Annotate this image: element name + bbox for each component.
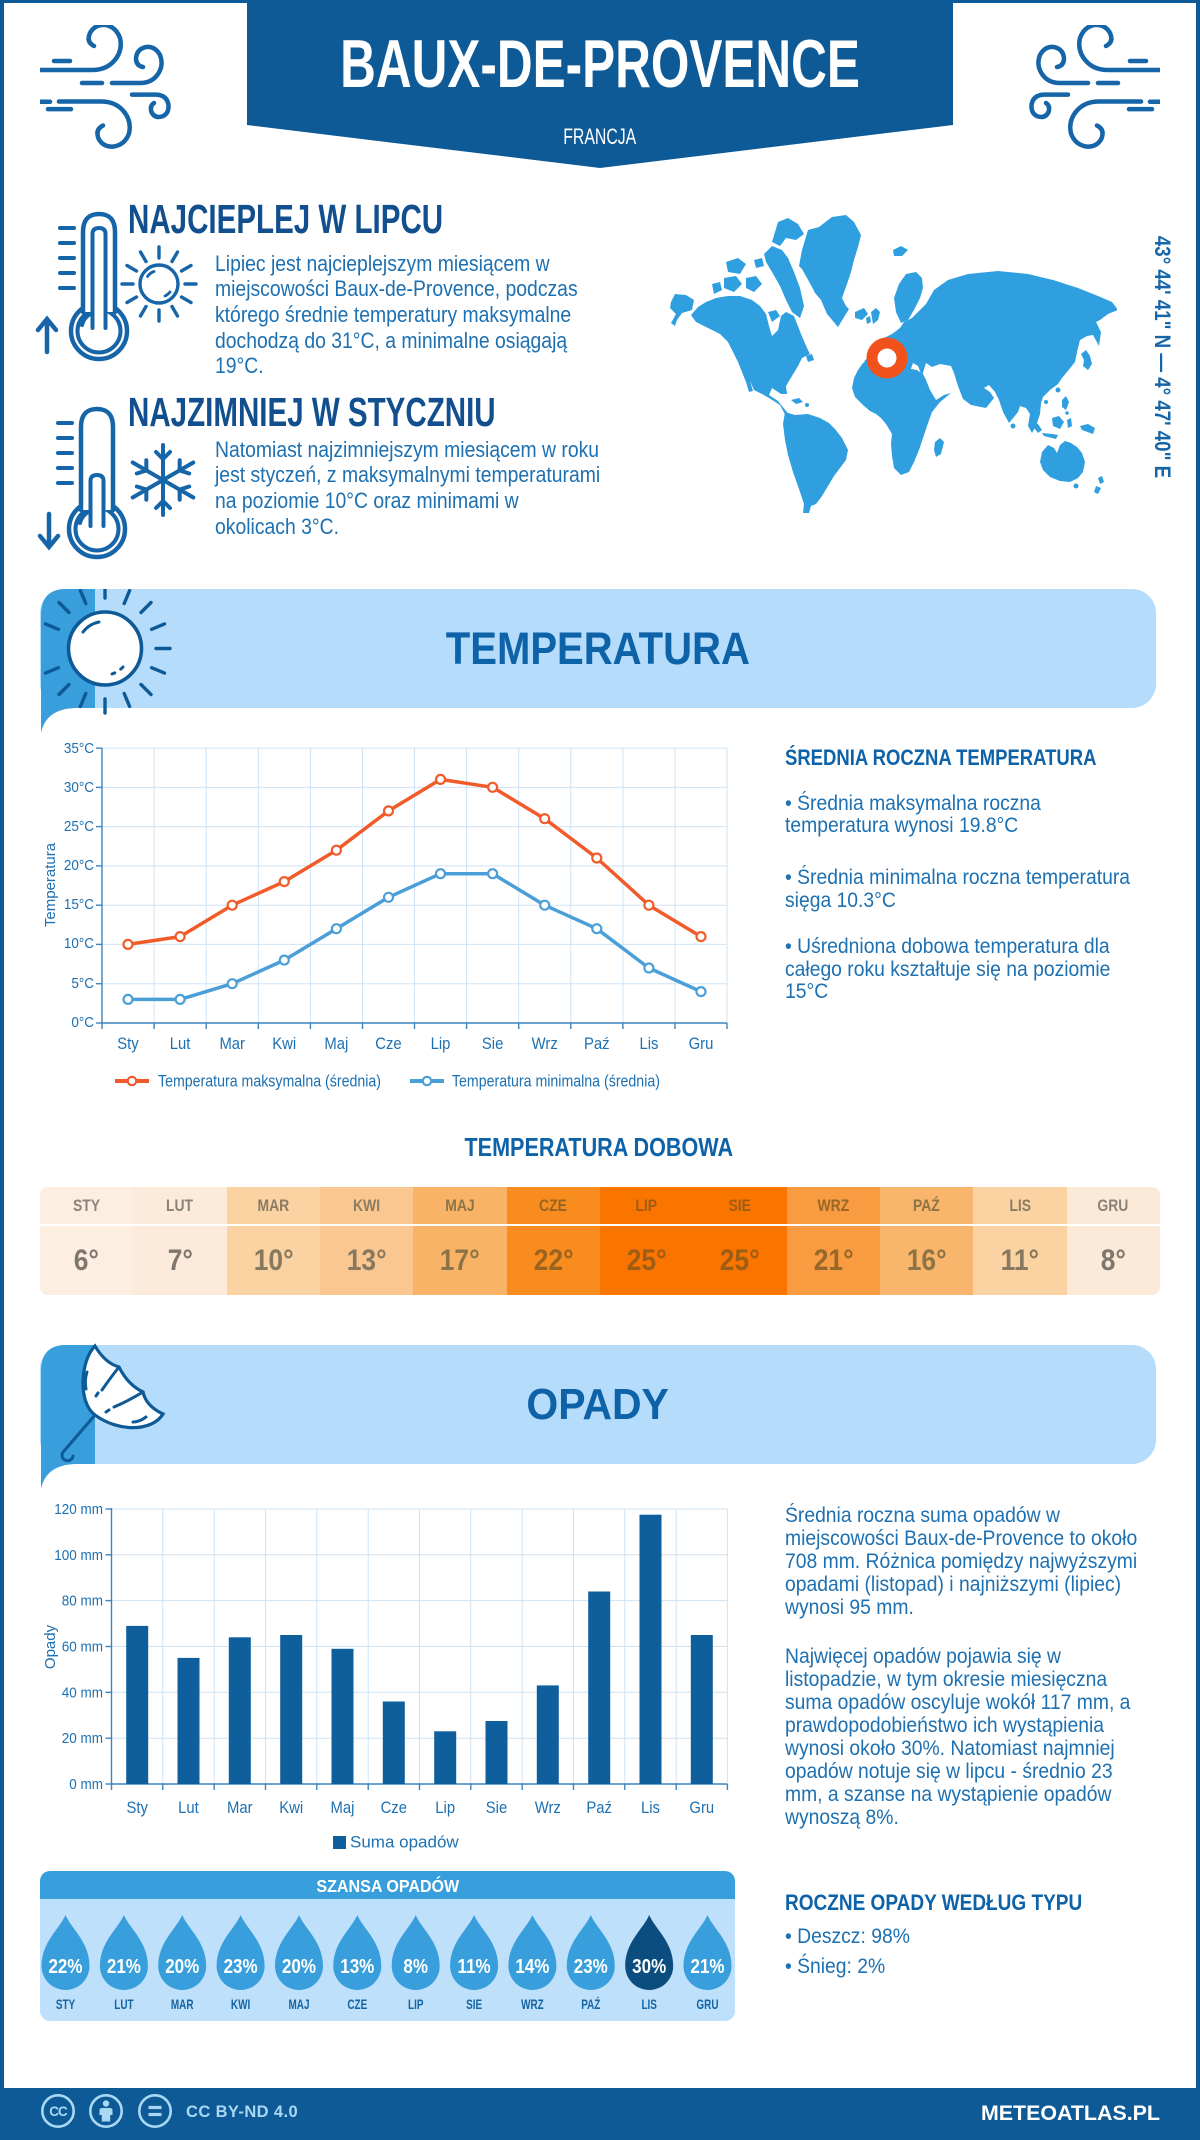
svg-text:20 mm: 20 mm [62, 1731, 103, 1748]
svg-text:14%: 14% [515, 1955, 549, 1978]
svg-text:CC: CC [49, 2104, 68, 2119]
svg-text:LIS: LIS [641, 1996, 656, 2012]
svg-text:WRZ: WRZ [521, 1996, 544, 2012]
svg-text:0°C: 0°C [71, 1014, 94, 1031]
svg-text:100 mm: 100 mm [54, 1547, 103, 1564]
svg-text:Temperatura minimalna (średnia: Temperatura minimalna (średnia) [452, 1073, 660, 1091]
svg-text:30%: 30% [632, 1955, 666, 1978]
svg-text:8%: 8% [403, 1955, 428, 1978]
svg-text:21%: 21% [691, 1955, 725, 1978]
svg-text:Lip: Lip [431, 1035, 451, 1053]
svg-text:Cze: Cze [375, 1035, 402, 1053]
svg-text:22%: 22% [48, 1955, 82, 1978]
svg-text:80 mm: 80 mm [62, 1593, 103, 1610]
svg-text:Cze: Cze [381, 1799, 408, 1817]
svg-text:0 mm: 0 mm [69, 1776, 103, 1793]
svg-text:Opady: Opady [42, 1624, 59, 1669]
svg-text:20%: 20% [282, 1955, 316, 1978]
svg-text:23%: 23% [224, 1955, 258, 1978]
svg-text:Temperatura: Temperatura [42, 842, 59, 927]
svg-text:Lut: Lut [178, 1799, 199, 1817]
svg-text:Gru: Gru [689, 1035, 714, 1053]
svg-text:Maj: Maj [331, 1799, 355, 1817]
svg-text:Kwi: Kwi [272, 1035, 296, 1053]
svg-text:Maj: Maj [324, 1035, 348, 1053]
svg-text:10°C: 10°C [64, 935, 94, 952]
svg-text:CZE: CZE [347, 1996, 367, 2012]
svg-text:40 mm: 40 mm [62, 1685, 103, 1702]
svg-text:Sie: Sie [486, 1799, 508, 1817]
svg-text:Temperatura maksymalna (średni: Temperatura maksymalna (średnia) [158, 1073, 381, 1091]
svg-text:Gru: Gru [689, 1799, 714, 1817]
svg-text:20%: 20% [165, 1955, 199, 1978]
svg-text:STY: STY [56, 1996, 75, 2012]
svg-text:MAJ: MAJ [289, 1996, 310, 2012]
svg-text:120 mm: 120 mm [54, 1501, 103, 1518]
svg-text:Lut: Lut [170, 1035, 191, 1053]
svg-text:Wrz: Wrz [532, 1035, 558, 1053]
svg-text:KWI: KWI [231, 1996, 250, 2012]
svg-text:Kwi: Kwi [279, 1799, 303, 1817]
svg-text:11%: 11% [458, 1955, 491, 1978]
svg-text:30°C: 30°C [64, 779, 94, 796]
svg-text:21%: 21% [107, 1955, 141, 1978]
svg-text:SIE: SIE [466, 1996, 482, 2012]
svg-text:60 mm: 60 mm [62, 1639, 103, 1656]
svg-text:Sty: Sty [126, 1799, 148, 1817]
svg-text:PAŹ: PAŹ [581, 1995, 601, 2012]
svg-text:23%: 23% [574, 1955, 608, 1978]
svg-text:Mar: Mar [227, 1799, 253, 1817]
svg-text:LUT: LUT [114, 1996, 134, 2012]
svg-text:Sty: Sty [117, 1035, 139, 1053]
svg-text:LIP: LIP [408, 1996, 423, 2012]
svg-text:Suma opadów: Suma opadów [350, 1833, 459, 1852]
svg-text:Lis: Lis [639, 1035, 658, 1053]
svg-text:Sie: Sie [482, 1035, 504, 1053]
svg-text:35°C: 35°C [64, 740, 94, 757]
svg-text:Lip: Lip [435, 1799, 455, 1817]
svg-text:5°C: 5°C [71, 975, 94, 992]
svg-text:15°C: 15°C [64, 896, 94, 913]
svg-text:Paź: Paź [584, 1035, 610, 1053]
svg-text:13%: 13% [340, 1955, 374, 1978]
svg-text:25°C: 25°C [64, 818, 94, 835]
svg-text:Lis: Lis [641, 1799, 660, 1817]
svg-text:Wrz: Wrz [535, 1799, 561, 1817]
svg-text:MAR: MAR [171, 1996, 194, 2012]
svg-text:Mar: Mar [219, 1035, 245, 1053]
svg-text:GRU: GRU [696, 1996, 718, 2012]
svg-text:Paź: Paź [586, 1799, 612, 1817]
svg-text:20°C: 20°C [64, 857, 94, 874]
